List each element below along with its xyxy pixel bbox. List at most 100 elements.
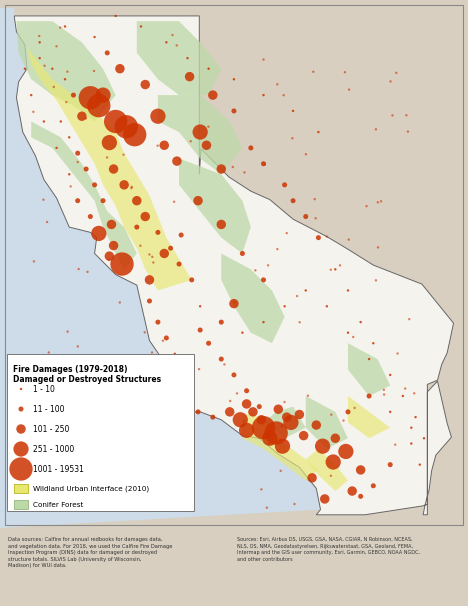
Polygon shape [158,95,242,175]
Point [110,241,117,250]
Point [420,433,428,443]
Point [50,82,58,92]
Point [64,67,71,76]
Polygon shape [0,8,321,528]
Point [161,141,168,150]
Point [393,68,400,78]
Point [319,441,326,451]
Point [277,466,285,476]
Point [241,168,248,178]
Text: Sources: Esri, Airbus DS, USGS, GSA, NASA, CGIAR, N Robinson, NCEAS,
NLS, OS, NM: Sources: Esri, Airbus DS, USGS, GSA, NAS… [237,537,420,562]
Polygon shape [137,21,221,95]
Point [266,433,274,443]
Point [387,76,394,86]
Point [218,219,225,229]
Point [344,328,352,338]
Point [37,454,45,464]
Point [366,391,373,401]
Point [410,388,418,398]
Polygon shape [179,158,251,253]
Polygon shape [27,48,192,290]
Point [336,261,344,270]
Point [40,116,48,126]
Point [162,38,170,47]
Point [350,332,357,342]
Point [194,196,202,205]
Point [263,503,271,513]
Point [45,348,52,358]
Point [260,55,267,64]
Point [344,407,352,417]
Text: Conifer Forest: Conifer Forest [33,502,83,508]
Point [95,228,102,238]
Point [309,67,317,76]
Point [170,197,178,207]
Point [404,127,412,136]
Point [260,275,267,285]
Point [274,244,281,254]
Point [416,460,424,470]
Point [177,230,185,240]
Point [203,141,210,150]
Point [141,327,148,337]
Polygon shape [31,121,137,269]
Point [128,183,135,193]
Point [296,318,303,327]
Point [128,182,136,191]
Point [118,259,126,269]
Polygon shape [16,21,116,121]
Point [151,453,159,463]
Point [289,106,297,116]
Bar [14,500,28,509]
Point [260,159,267,168]
FancyBboxPatch shape [7,354,194,511]
Polygon shape [306,396,348,449]
Point [146,459,154,469]
Point [131,130,139,139]
Point [154,141,161,150]
Point [240,416,248,426]
Point [218,355,225,364]
Point [402,384,409,393]
Point [95,101,102,110]
Point [184,53,191,63]
Point [380,390,388,399]
Point [29,107,37,116]
Point [302,211,309,221]
Point [116,298,124,307]
Point [194,407,202,417]
Point [345,85,353,95]
Point [314,233,322,242]
Point [278,422,285,431]
Point [133,222,140,232]
Point [110,164,117,174]
Point [357,318,365,327]
Point [258,415,265,425]
Point [394,348,402,358]
Point [63,97,70,107]
Point [402,110,410,120]
Bar [5,5,463,525]
Point [178,374,186,384]
Point [340,416,347,425]
Point [387,460,394,470]
Point [28,90,35,100]
Point [226,407,234,417]
Point [74,196,81,205]
Point [74,342,81,351]
Point [387,407,394,417]
Point [331,433,339,443]
Point [314,127,322,137]
Point [162,333,170,343]
Point [230,299,238,308]
Polygon shape [15,16,453,515]
Point [98,418,106,427]
Point [167,244,175,253]
Point [176,259,183,269]
Point [187,136,194,146]
Point [190,398,197,408]
Point [49,64,56,73]
Point [103,48,111,58]
Point [209,90,217,100]
Point [374,198,381,207]
